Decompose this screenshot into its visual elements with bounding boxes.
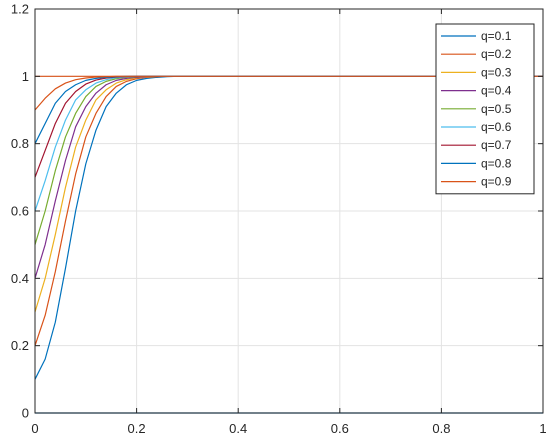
legend: q=0.1 q=0.2 q=0.3 q=0.4 q=0.5 q=0.6 q=0.7 q=0.8…: [435, 23, 535, 195]
legend-label: q=0.8: [481, 156, 512, 170]
y-axis-ticks: 0 0.2 0.4 0.6 0.8 1 1.2: [11, 2, 543, 421]
x-tick-label: 0.8: [432, 421, 450, 436]
y-tick-label: 0.8: [11, 136, 29, 151]
x-tick-label: 0.6: [331, 421, 349, 436]
legend-label: q=0.6: [481, 120, 512, 134]
x-tick-label: 0: [31, 421, 38, 436]
y-tick-label: 1: [22, 69, 29, 84]
series-lines: [34, 75, 543, 380]
legend-label: q=0.3: [481, 65, 512, 79]
legend-label: q=0.9: [481, 175, 512, 189]
y-tick-label: 0.6: [11, 204, 29, 219]
x-tick-label: 0.4: [229, 421, 247, 436]
y-tick-label: 0.2: [11, 338, 29, 353]
legend-label: q=0.7: [481, 138, 512, 152]
x-tick-label: 0.2: [128, 421, 146, 436]
legend-label: q=0.1: [481, 29, 512, 43]
y-tick-label: 0.4: [11, 271, 29, 286]
x-tick-label: 1: [539, 421, 546, 436]
legend-label: q=0.5: [481, 102, 512, 116]
legend-label: q=0.2: [481, 47, 512, 61]
legend-label: q=0.4: [481, 84, 512, 98]
series-line-9: [34, 75, 543, 111]
y-tick-label: 1.2: [11, 2, 29, 17]
x-axis-ticks: 0 0.2 0.4 0.6 0.8 1: [31, 9, 547, 436]
y-tick-label: 0: [22, 406, 29, 421]
